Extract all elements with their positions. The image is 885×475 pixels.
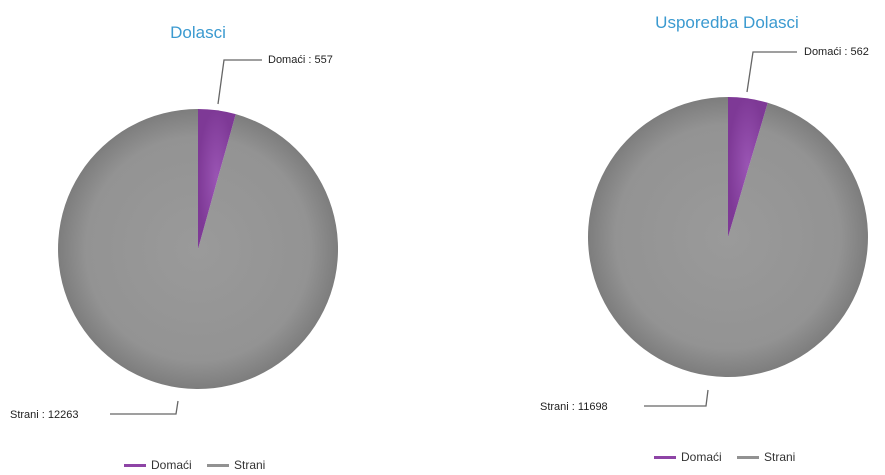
legend-swatch-domaci <box>654 456 676 459</box>
pie-chart-dolasci: Dolasci Domaći : 557 Strani : 12263 Doma… <box>10 23 339 472</box>
leader-line-domaci <box>217 59 262 105</box>
legend-item-strani[interactable]: Strani <box>737 450 795 464</box>
data-label-domaci: Domaći : 562 <box>804 46 869 58</box>
pie-chart-usporedba-dolasci: Usporedba Dolasci Domaći : 562 Strani : … <box>540 13 869 464</box>
legend-swatch-strani <box>207 464 229 467</box>
legend-item-strani[interactable]: Strani <box>207 458 265 472</box>
legend-label-domaci: Domaći <box>681 450 722 464</box>
leader-line-strani <box>110 400 179 415</box>
data-label-strani: Strani : 12263 <box>10 409 79 421</box>
legend-item-domaci[interactable]: Domaći <box>124 458 192 472</box>
pie-slice-domaci[interactable] <box>728 97 768 237</box>
chart-title: Dolasci <box>170 23 226 42</box>
legend-item-domaci[interactable]: Domaći <box>654 450 722 464</box>
pie-slice-strani[interactable] <box>58 109 339 390</box>
legend-label-domaci: Domaći <box>151 458 192 472</box>
data-label-domaci: Domaći : 557 <box>268 54 333 66</box>
pie-slice-strani[interactable] <box>587 96 868 377</box>
legend-label-strani: Strani <box>234 458 265 472</box>
legend: Domaći Strani <box>124 458 265 472</box>
legend: Domaći Strani <box>654 450 795 464</box>
data-label-strani: Strani : 11698 <box>540 401 608 413</box>
pie-slice-domaci[interactable] <box>198 109 236 249</box>
chart-title: Usporedba Dolasci <box>655 13 799 32</box>
legend-swatch-strani <box>737 456 759 459</box>
legend-swatch-domaci <box>124 464 146 467</box>
leader-line-domaci <box>746 51 797 93</box>
leader-line-strani <box>644 389 709 407</box>
legend-label-strani: Strani <box>764 450 795 464</box>
